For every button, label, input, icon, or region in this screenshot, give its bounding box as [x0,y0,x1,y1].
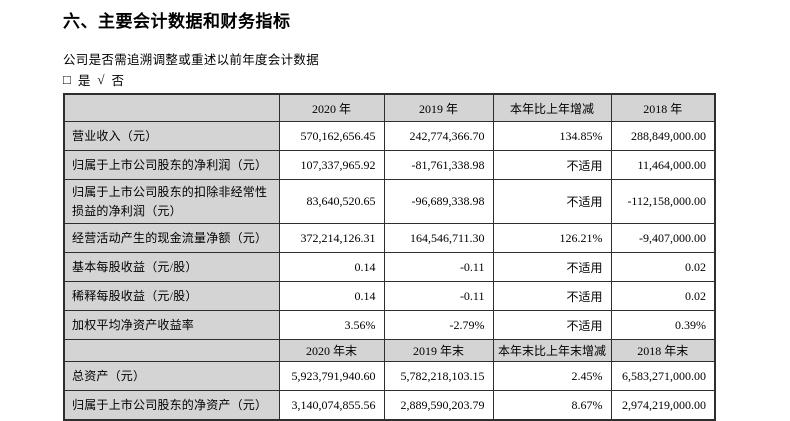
row-label: 总资产（元） [63,361,280,392]
value-change: 不适用 [492,252,612,283]
annual-header-change: 本年比上年增减 [492,93,612,122]
table-row-total-assets: 总资产（元） 5,923,791,940.60 5,782,218,103.15… [63,361,716,392]
table-row-revenue: 营业收入（元） 570,162,656.45 242,774,366.70 13… [63,121,716,151]
value-change: 不适用 [492,150,612,180]
value-2018: 2,974,219,000.00 [610,390,716,421]
value-2020: 0.14 [278,281,385,312]
financial-indicators-table: 2020 年 2019 年 本年比上年增减 2018 年 营业收入（元） 570… [63,93,716,421]
value-2020: 3.56% [278,310,385,341]
yearend-header-row: 2020 年末 2019 年末 本年末比上年末增减 2018 年末 [63,339,716,363]
table-row-net-assets: 归属于上市公司股东的净资产（元） 3,140,074,855.56 2,889,… [63,390,716,421]
checkbox-yes-icon: □ [63,72,71,87]
annual-header-2018: 2018 年 [610,93,716,122]
value-2019: 164,546,711.30 [383,223,494,254]
annual-header-2019: 2019 年 [383,93,494,122]
annual-header-row: 2020 年 2019 年 本年比上年增减 2018 年 [63,93,716,122]
row-label: 经营活动产生的现金流量净额（元） [63,223,280,254]
table-row-weighted-avg-roe: 加权平均净资产收益率 3.56% -2.79% 不适用 0.39% [63,310,716,341]
value-change: 134.85% [492,121,612,151]
value-2020: 83,640,520.65 [278,178,385,225]
annual-header-blank [63,93,280,122]
value-2018: 0.02 [610,281,716,312]
yearend-header-2019: 2019 年末 [383,339,494,363]
yearend-header-change: 本年末比上年末增减 [492,339,612,363]
annual-header-2020: 2020 年 [278,93,385,122]
table-row-net-profit-deducted: 归属于上市公司股东的扣除非经常性损益的净利润（元） 83,640,520.65 … [63,178,716,225]
value-change: 126.21% [492,223,612,254]
value-2019: 2,889,590,203.79 [383,390,494,421]
value-2020: 570,162,656.45 [278,121,385,151]
value-2018: 288,849,000.00 [610,121,716,151]
value-change: 8.67% [492,390,612,421]
value-change: 不适用 [492,281,612,312]
value-2018: -112,158,000.00 [610,178,716,225]
restatement-choice: □ 是 √ 否 [63,70,124,89]
row-label: 归属于上市公司股东的扣除非经常性损益的净利润（元） [63,178,280,225]
value-change: 不适用 [492,310,612,341]
table-row-basic-eps: 基本每股收益（元/股） 0.14 -0.11 不适用 0.02 [63,252,716,283]
value-2018: 0.02 [610,252,716,283]
value-2020: 3,140,074,855.56 [278,390,385,421]
choice-yes-label: 是 [77,74,91,88]
row-label: 稀释每股收益（元/股） [63,281,280,312]
row-label: 归属于上市公司股东的净资产（元） [63,390,280,421]
yearend-header-blank [63,339,280,363]
row-label: 归属于上市公司股东的净利润（元） [63,150,280,180]
value-change: 2.45% [492,361,612,392]
section-title: 六、主要会计数据和财务指标 [63,12,291,31]
value-2020: 0.14 [278,252,385,283]
table-row-operating-cash-flow: 经营活动产生的现金流量净额（元） 372,214,126.31 164,546,… [63,223,716,254]
yearend-header-2018: 2018 年末 [610,339,716,363]
value-2018: 0.39% [610,310,716,341]
value-2020: 372,214,126.31 [278,223,385,254]
value-2018: 11,464,000.00 [610,150,716,180]
value-2019: 5,782,218,103.15 [383,361,494,392]
row-label: 加权平均净资产收益率 [63,310,280,341]
value-change: 不适用 [492,178,612,225]
choice-no-label: 否 [111,74,125,88]
yearend-header-2020: 2020 年末 [278,339,385,363]
value-2020: 107,337,965.92 [278,150,385,180]
value-2019: -0.11 [383,252,494,283]
value-2020: 5,923,791,940.60 [278,361,385,392]
value-2019: -81,761,338.98 [383,150,494,180]
table-row-net-profit: 归属于上市公司股东的净利润（元） 107,337,965.92 -81,761,… [63,150,716,180]
check-mark-icon: √ [97,72,105,87]
value-2019: -2.79% [383,310,494,341]
table-row-diluted-eps: 稀释每股收益（元/股） 0.14 -0.11 不适用 0.02 [63,281,716,312]
restatement-question: 公司是否需追溯调整或重述以前年度会计数据 [63,53,320,67]
row-label: 营业收入（元） [63,121,280,151]
value-2018: -9,407,000.00 [610,223,716,254]
row-label: 基本每股收益（元/股） [63,252,280,283]
value-2019: -0.11 [383,281,494,312]
value-2019: -96,689,338.98 [383,178,494,225]
value-2018: 6,583,271,000.00 [610,361,716,392]
value-2019: 242,774,366.70 [383,121,494,151]
